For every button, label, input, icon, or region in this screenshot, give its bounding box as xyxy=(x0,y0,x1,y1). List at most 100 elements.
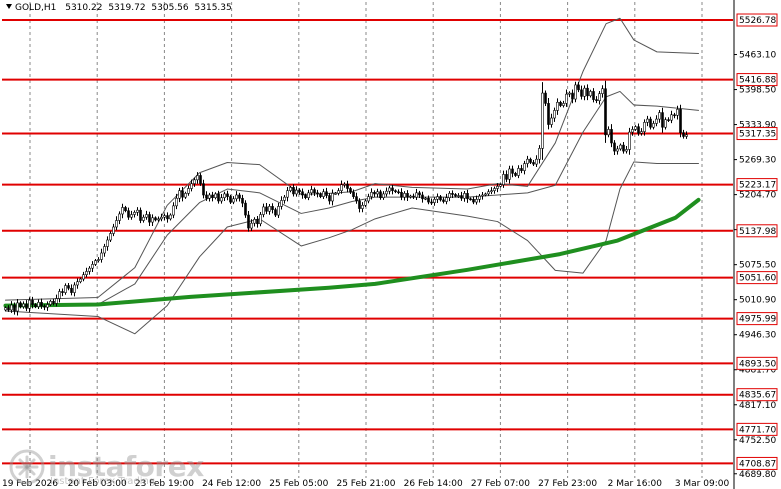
candle xyxy=(466,189,469,203)
candle-body xyxy=(520,168,523,171)
candle-body xyxy=(259,214,262,225)
candle xyxy=(661,107,664,133)
candle-body xyxy=(133,212,136,215)
candle-body xyxy=(235,194,238,200)
candle-body xyxy=(82,274,85,280)
candle xyxy=(4,306,7,312)
candle-body xyxy=(307,192,310,199)
candle xyxy=(559,100,562,108)
candle xyxy=(487,189,490,196)
candle-body xyxy=(109,233,112,241)
candle xyxy=(619,143,622,151)
candle-body xyxy=(166,215,169,220)
time-grid xyxy=(29,2,703,478)
candle xyxy=(277,202,280,218)
candle-body xyxy=(139,209,142,221)
candle-body xyxy=(13,304,16,312)
candle-body xyxy=(370,191,373,197)
candle-body xyxy=(160,216,163,220)
candle-body xyxy=(349,188,352,193)
candle-body xyxy=(238,194,241,199)
time-label: 26 Feb 14:00 xyxy=(404,479,463,489)
candle xyxy=(664,117,667,130)
candle-body xyxy=(478,195,481,200)
candle-body xyxy=(625,149,628,152)
time-label: 2 Mar 16:00 xyxy=(608,479,663,489)
candle xyxy=(22,301,25,309)
candle-body xyxy=(172,205,175,216)
candle xyxy=(634,125,637,131)
candle xyxy=(616,145,619,155)
candle xyxy=(523,160,526,175)
candle-body xyxy=(145,214,148,218)
moving-average xyxy=(3,197,701,308)
level-label-box xyxy=(736,312,778,326)
candle xyxy=(397,189,400,195)
watermark-brand: instaforex xyxy=(48,450,204,483)
candle xyxy=(361,202,364,213)
candle xyxy=(13,302,16,315)
candle-body xyxy=(292,187,295,195)
candle xyxy=(409,194,412,199)
candle xyxy=(85,267,88,278)
candle xyxy=(190,179,193,192)
level-label-box xyxy=(736,422,778,436)
candle-body xyxy=(406,193,409,198)
candle-body xyxy=(505,174,508,180)
candle xyxy=(235,191,238,202)
candle xyxy=(583,85,586,101)
candle-body xyxy=(43,305,46,308)
candle-body xyxy=(52,300,55,304)
candle-body xyxy=(214,193,217,199)
candle-body xyxy=(31,299,34,305)
candle-body xyxy=(211,194,214,199)
candle xyxy=(217,190,220,204)
candle xyxy=(376,188,379,198)
candle xyxy=(274,207,277,217)
candle xyxy=(106,236,109,251)
candle xyxy=(310,185,313,196)
candle xyxy=(154,216,157,222)
price-tick-label: 4817.10 xyxy=(739,401,776,411)
candle-body xyxy=(154,217,157,221)
candle xyxy=(433,197,436,206)
time-label: 19 Feb 2026 xyxy=(2,479,58,489)
candle xyxy=(112,223,115,237)
candle-body xyxy=(76,281,79,286)
candle xyxy=(421,191,424,203)
candle-body xyxy=(640,131,643,134)
candle-body xyxy=(148,214,151,223)
candle-body xyxy=(253,219,256,224)
dropdown-triangle-icon[interactable] xyxy=(6,4,12,9)
candle-body xyxy=(490,190,493,193)
level-label-box xyxy=(736,224,778,238)
candle xyxy=(280,196,283,210)
candle-body xyxy=(499,184,502,187)
candle xyxy=(193,177,196,187)
candle xyxy=(16,298,19,316)
candle-body xyxy=(337,190,340,194)
candle xyxy=(49,299,52,307)
candle-body xyxy=(16,302,19,312)
price-tick-label: 4946.30 xyxy=(739,331,776,341)
candle-body xyxy=(25,303,28,309)
candle-body xyxy=(664,119,667,128)
candle-body xyxy=(136,209,139,213)
candle-body xyxy=(544,92,547,104)
candle xyxy=(439,195,442,202)
candle-body xyxy=(298,189,301,193)
symbol-label: GOLD,H1 xyxy=(15,3,57,13)
candle xyxy=(514,171,517,177)
candle-body xyxy=(562,103,565,106)
candle xyxy=(529,157,532,165)
candle-body xyxy=(637,126,640,134)
candle xyxy=(199,173,202,186)
candle xyxy=(484,192,487,197)
candle-body xyxy=(118,213,121,221)
candle-body xyxy=(355,196,358,202)
candle-body xyxy=(241,197,244,204)
candle xyxy=(535,155,538,168)
candle-body xyxy=(367,196,370,202)
candle-body xyxy=(619,144,622,150)
